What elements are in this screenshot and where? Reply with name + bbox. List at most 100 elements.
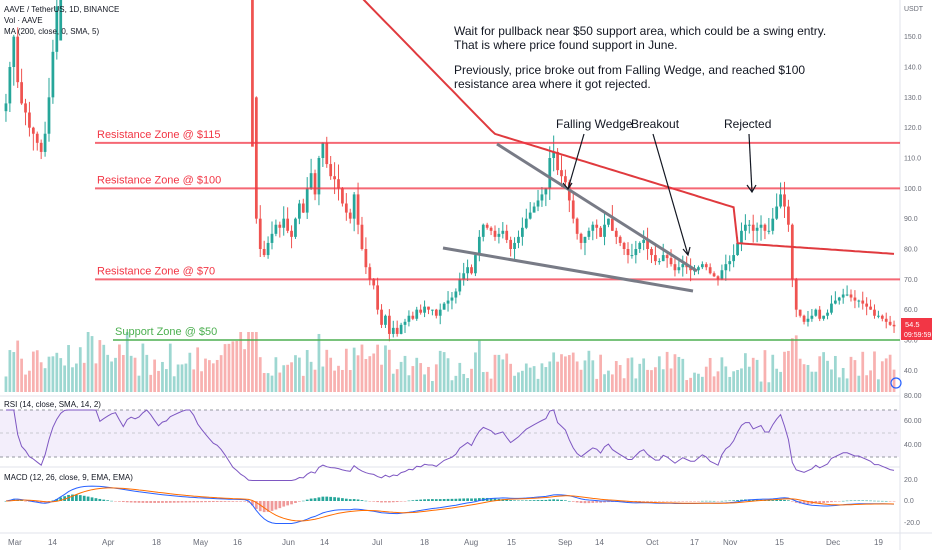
volume-bar <box>262 372 266 392</box>
candle-body <box>477 236 481 256</box>
macd-hist-bar <box>521 500 524 501</box>
candle-body <box>880 315 884 319</box>
volume-bar <box>610 374 614 392</box>
macd-hist-bar <box>317 497 321 501</box>
macd-hist-bar <box>395 501 399 503</box>
candle-body <box>419 309 423 313</box>
macd-hist-bar <box>771 500 775 501</box>
candle-body <box>415 309 419 319</box>
candle-body <box>305 188 309 213</box>
candle-body <box>587 230 591 237</box>
volume-bar <box>211 363 215 392</box>
wedge-lower-trendline[interactable] <box>442 246 694 293</box>
macd-hist-bar <box>94 498 98 501</box>
candle-body <box>677 267 681 271</box>
volume-bar <box>376 344 379 392</box>
zone-lines: Resistance Zone @ $115 Resistance Zone @ … <box>95 129 900 341</box>
macd-hist-bar <box>740 499 743 501</box>
macd-hist-bar <box>211 501 215 503</box>
volume-bar <box>618 365 622 392</box>
candle-body <box>380 309 383 325</box>
macd-hist-bar <box>583 501 587 504</box>
candle-body <box>790 224 794 280</box>
macd-hist-bar <box>450 498 454 501</box>
macd-hist-bar <box>661 501 665 502</box>
last-price-value: 54.5 <box>905 320 920 329</box>
candle-body <box>372 279 376 286</box>
macd-hist-bar <box>282 501 286 507</box>
candle-body <box>309 173 313 189</box>
macd-hist-bar <box>129 501 133 503</box>
volume-bar <box>681 358 685 392</box>
symbol-legend[interactable]: AAVE / TetherUS, 1D, BINANCE <box>4 5 119 14</box>
candle-body <box>16 36 20 83</box>
volume-bar <box>622 378 626 392</box>
candle-body <box>517 236 520 243</box>
volume-bar <box>204 358 207 392</box>
candle-body <box>348 212 352 219</box>
volume-bar <box>184 363 188 392</box>
wedge-upper-trendline[interactable] <box>496 142 698 273</box>
rsi-legend[interactable]: RSI (14, close, SMA, 14, 2) <box>4 400 101 409</box>
macd-hist-bar <box>258 501 262 512</box>
time-tick-label: 17 <box>690 538 699 547</box>
volume-bar <box>431 381 434 392</box>
volume-bar <box>258 357 262 392</box>
macd-hist-bar <box>407 500 411 502</box>
volume-bar <box>118 344 121 392</box>
volume-bar <box>161 361 164 392</box>
volume-bar <box>403 355 407 392</box>
volume-bar <box>294 355 297 392</box>
macd-hist-bar <box>540 500 544 501</box>
volume-bar <box>744 353 747 392</box>
volume-bar <box>133 357 137 392</box>
macd-hist-bar <box>364 500 368 502</box>
volume-bar <box>208 360 211 392</box>
price-axis[interactable]: 150.0 140.0 130.0 120.0 110.0 100.0 90.0 80.0 70… <box>904 34 922 375</box>
time-tick-label: Jul <box>372 538 382 547</box>
price-tick-label: 40.0 <box>904 368 918 375</box>
macd-hist-bar <box>650 501 653 502</box>
candle-body <box>458 279 462 292</box>
volume-bar <box>67 345 70 392</box>
volume-bar <box>282 365 286 392</box>
volume-bar <box>82 362 86 392</box>
volume-bar <box>477 340 481 392</box>
rejected-arrow <box>748 133 753 193</box>
macd-hist-bar <box>853 500 857 501</box>
volume-legend[interactable]: Vol · AAVE <box>4 16 43 25</box>
macd-hist-bar <box>833 501 837 502</box>
candle-body <box>794 279 798 310</box>
volume-bar <box>290 362 293 392</box>
candle-body <box>740 230 743 243</box>
candle-body <box>861 300 865 304</box>
macd-hist-bar <box>301 500 305 502</box>
macd-hist-bar <box>4 501 8 502</box>
candle-body <box>661 255 665 262</box>
candle-body <box>364 249 368 268</box>
volume-bar <box>20 358 23 392</box>
volume-bar <box>685 380 689 392</box>
candle-body <box>454 291 458 298</box>
macd-hist-bar <box>200 501 203 503</box>
volume-bar <box>298 357 301 392</box>
volume-bar <box>243 349 246 392</box>
macd-hist-bar <box>24 501 27 502</box>
candle-body <box>591 224 595 231</box>
settings-gear-icon[interactable] <box>890 377 902 389</box>
macd-legend[interactable]: MACD (12, 26, close, 9, EMA, EMA) <box>4 473 133 482</box>
candle-body <box>317 158 321 195</box>
candle-body <box>485 224 489 228</box>
volume-bar <box>591 360 595 392</box>
volume-bar <box>818 356 822 392</box>
volume-bar <box>509 363 513 392</box>
candle-body <box>298 203 301 219</box>
ma-legend[interactable]: MA (200, close, 0, SMA, 5) <box>4 27 99 36</box>
macd-hist-bar <box>790 501 794 502</box>
macd-hist-bar <box>470 498 473 501</box>
time-axis[interactable]: Mar 14 Apr 18 May 16 Jun 14 Jul 18 Aug 15 Sep 14 Oct 17… <box>8 538 883 547</box>
candle-body <box>732 255 736 262</box>
candle-body <box>55 6 59 52</box>
volume-bar <box>693 372 696 392</box>
